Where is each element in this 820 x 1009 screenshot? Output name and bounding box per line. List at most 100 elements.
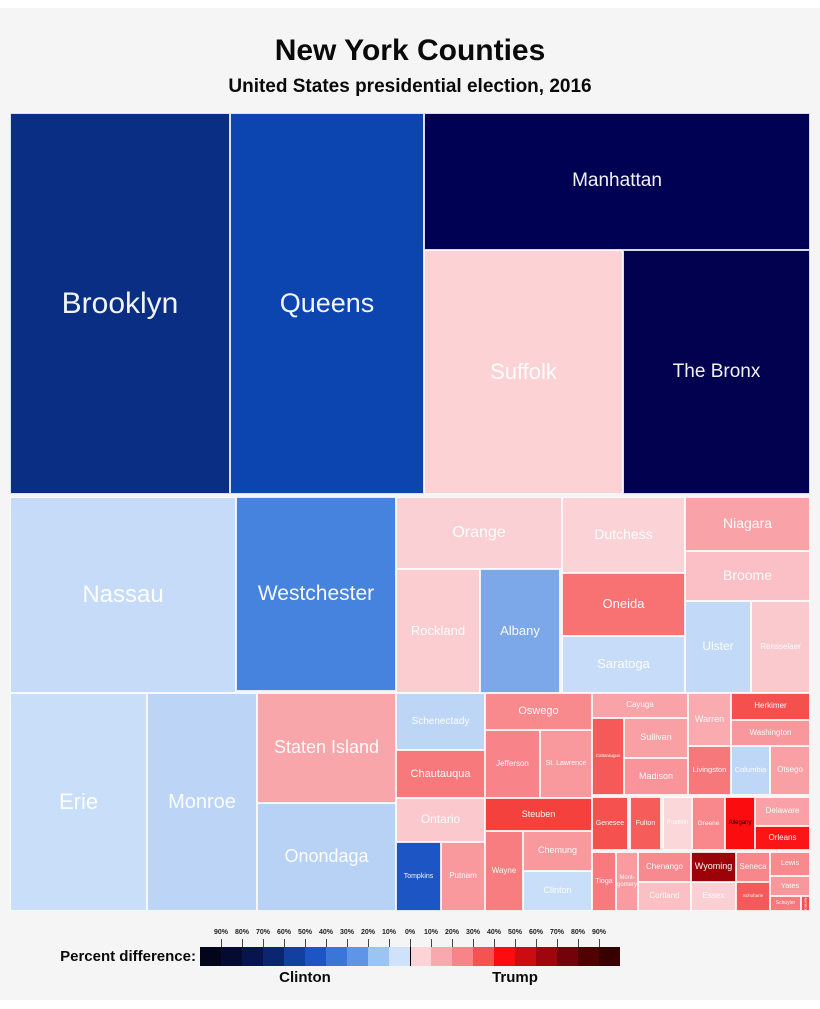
legend-tick-mark — [326, 939, 327, 947]
treemap-cell-cattaraugus: Cattaraugus — [592, 718, 624, 795]
legend-tick-label: 30% — [465, 929, 480, 936]
legend-tick-label: 30% — [339, 929, 354, 936]
legend-tick-mark — [494, 939, 495, 947]
legend-tick-mark — [263, 939, 264, 947]
treemap-cell-seneca: Seneca — [736, 852, 770, 882]
legend-bar-segment-0 — [200, 947, 221, 966]
treemap-cell-erie: Erie — [10, 693, 147, 911]
treemap-cell-essex: Essex — [691, 882, 736, 911]
treemap-cell-onondaga: Onondaga — [257, 803, 396, 911]
legend-bar-segment-7 — [347, 947, 368, 966]
legend-bar-segment-1 — [221, 947, 242, 966]
legend-tick-mark — [368, 939, 369, 947]
treemap-cell-clinton: Clinton — [523, 871, 592, 911]
legend: Percent difference: Clinton Trump 90% 80%… — [0, 925, 820, 997]
top-margin-strip — [0, 0, 820, 8]
legend-tick-label: 20% — [444, 929, 459, 936]
legend-tick-mark — [515, 939, 516, 947]
bottom-margin-strip — [0, 1000, 820, 1009]
legend-bar-segment-15 — [515, 947, 536, 966]
legend-bar-segment-16 — [536, 947, 557, 966]
treemap-cell-madison: Madison — [624, 758, 688, 795]
legend-tick-label: 80% — [570, 929, 585, 936]
legend-tick-mark — [536, 939, 537, 947]
legend-tick-mark — [242, 939, 243, 947]
treemap-cell-tompkins: Tompkins — [396, 842, 441, 911]
legend-tick-label: 50% — [297, 929, 312, 936]
legend-tick-label: 0% — [404, 929, 416, 936]
treemap-cell-fulton: Fulton — [630, 797, 661, 850]
legend-clinton-label: Clinton — [279, 969, 331, 986]
legend-tick-mark — [452, 939, 453, 947]
treemap-cell-warren: Warren — [688, 693, 731, 746]
legend-tick-label: 50% — [507, 929, 522, 936]
treemap-cell-brooklyn: Brooklyn — [10, 113, 230, 494]
treemap-cell-lewis: Lewis — [770, 852, 810, 876]
legend-tick-mark — [473, 939, 474, 947]
treemap-cell-chemung: Chemung — [523, 831, 592, 871]
treemap-cell-orange: Orange — [396, 497, 562, 569]
legend-bar-segment-10 — [410, 947, 431, 966]
legend-bar-segment-3 — [263, 947, 284, 966]
treemap-cell-schuyler: Schuyler — [770, 896, 801, 911]
legend-tick-label: 90% — [591, 929, 606, 936]
treemap-cell-sullivan: Sullivan — [624, 718, 688, 758]
legend-tick-mark — [578, 939, 579, 947]
legend-tick-mark — [221, 939, 222, 947]
legend-bar-segment-6 — [326, 947, 347, 966]
legend-tick-mark — [599, 939, 600, 947]
treemap-cell-herkimer: Herkimer — [731, 693, 810, 720]
legend-bar-segment-17 — [557, 947, 578, 966]
treemap-cell-schenectady: Schenectady — [396, 693, 485, 750]
legend-tick-label: 60% — [528, 929, 543, 936]
legend-bar-segment-12 — [452, 947, 473, 966]
treemap-cell-washington: Washington — [731, 720, 810, 746]
treemap-cell-niagara: Niagara — [685, 497, 810, 551]
legend-bar-segment-11 — [431, 947, 452, 966]
treemap-cell-livingston: Livingston — [688, 746, 731, 795]
treemap-cell-chautauqua: Chautauqua — [396, 750, 485, 798]
treemap-cell-montgomery: Mont-gomery — [616, 852, 638, 911]
legend-tick-label: 40% — [318, 929, 333, 936]
treemap-cell-suffolk: Suffolk — [424, 250, 623, 494]
treemap-cell-orleans: Orleans — [755, 826, 810, 850]
treemap-cell-manhattan: Manhattan — [424, 113, 810, 250]
treemap-cell-franklin: Franklin — [663, 797, 692, 850]
treemap-cell-schoharie: Schoharie — [736, 882, 770, 911]
treemap-cell-rockland: Rockland — [396, 569, 480, 693]
legend-tick-label: 70% — [255, 929, 270, 936]
chart-subtitle: United States presidential election, 201… — [228, 76, 592, 97]
treemap-cell-greene: Greene — [692, 797, 725, 850]
treemap-cell-broome: Broome — [685, 551, 810, 601]
legend-bar-segment-2 — [242, 947, 263, 966]
treemap-cell-ulster: Ulster — [685, 601, 751, 693]
treemap-cell-oneida: Oneida — [562, 573, 685, 636]
legend-tick-mark — [284, 939, 285, 947]
legend-bar-segment-9 — [389, 947, 410, 966]
treemap-cell-otsego: Otsego — [770, 746, 810, 795]
treemap-cell-st-lawrence: St. Lawrence — [540, 730, 592, 798]
treemap-cell-jefferson: Jefferson — [485, 730, 540, 798]
legend-tick-mark — [389, 939, 390, 947]
treemap-cell-dutchess: Dutchess — [562, 497, 685, 573]
treemap-cell-the-bronx: The Bronx — [623, 250, 810, 494]
treemap-cell-label-line: Mont- — [619, 874, 635, 881]
legend-tick-mark — [347, 939, 348, 947]
legend-bar-segment-19 — [599, 947, 620, 966]
treemap-cell-wayne: Wayne — [485, 831, 523, 911]
treemap-cell-nassau: Nassau — [10, 497, 236, 693]
legend-tick-mark — [557, 939, 558, 947]
legend-tick-mark — [410, 939, 411, 947]
legend-tick-label: 10% — [423, 929, 438, 936]
treemap-cell-columbia: Columbia — [731, 746, 770, 795]
treemap-cell-delaware: Delaware — [755, 797, 810, 826]
legend-tick-label: 90% — [213, 929, 228, 936]
legend-bar-segment-14 — [494, 947, 515, 966]
legend-tick-label: 80% — [234, 929, 249, 936]
legend-trump-label: Trump — [492, 969, 538, 986]
treemap-cell-monroe: Monroe — [147, 693, 257, 911]
treemap-cell-ontario: Ontario — [396, 798, 485, 842]
legend-bar-segment-4 — [284, 947, 305, 966]
